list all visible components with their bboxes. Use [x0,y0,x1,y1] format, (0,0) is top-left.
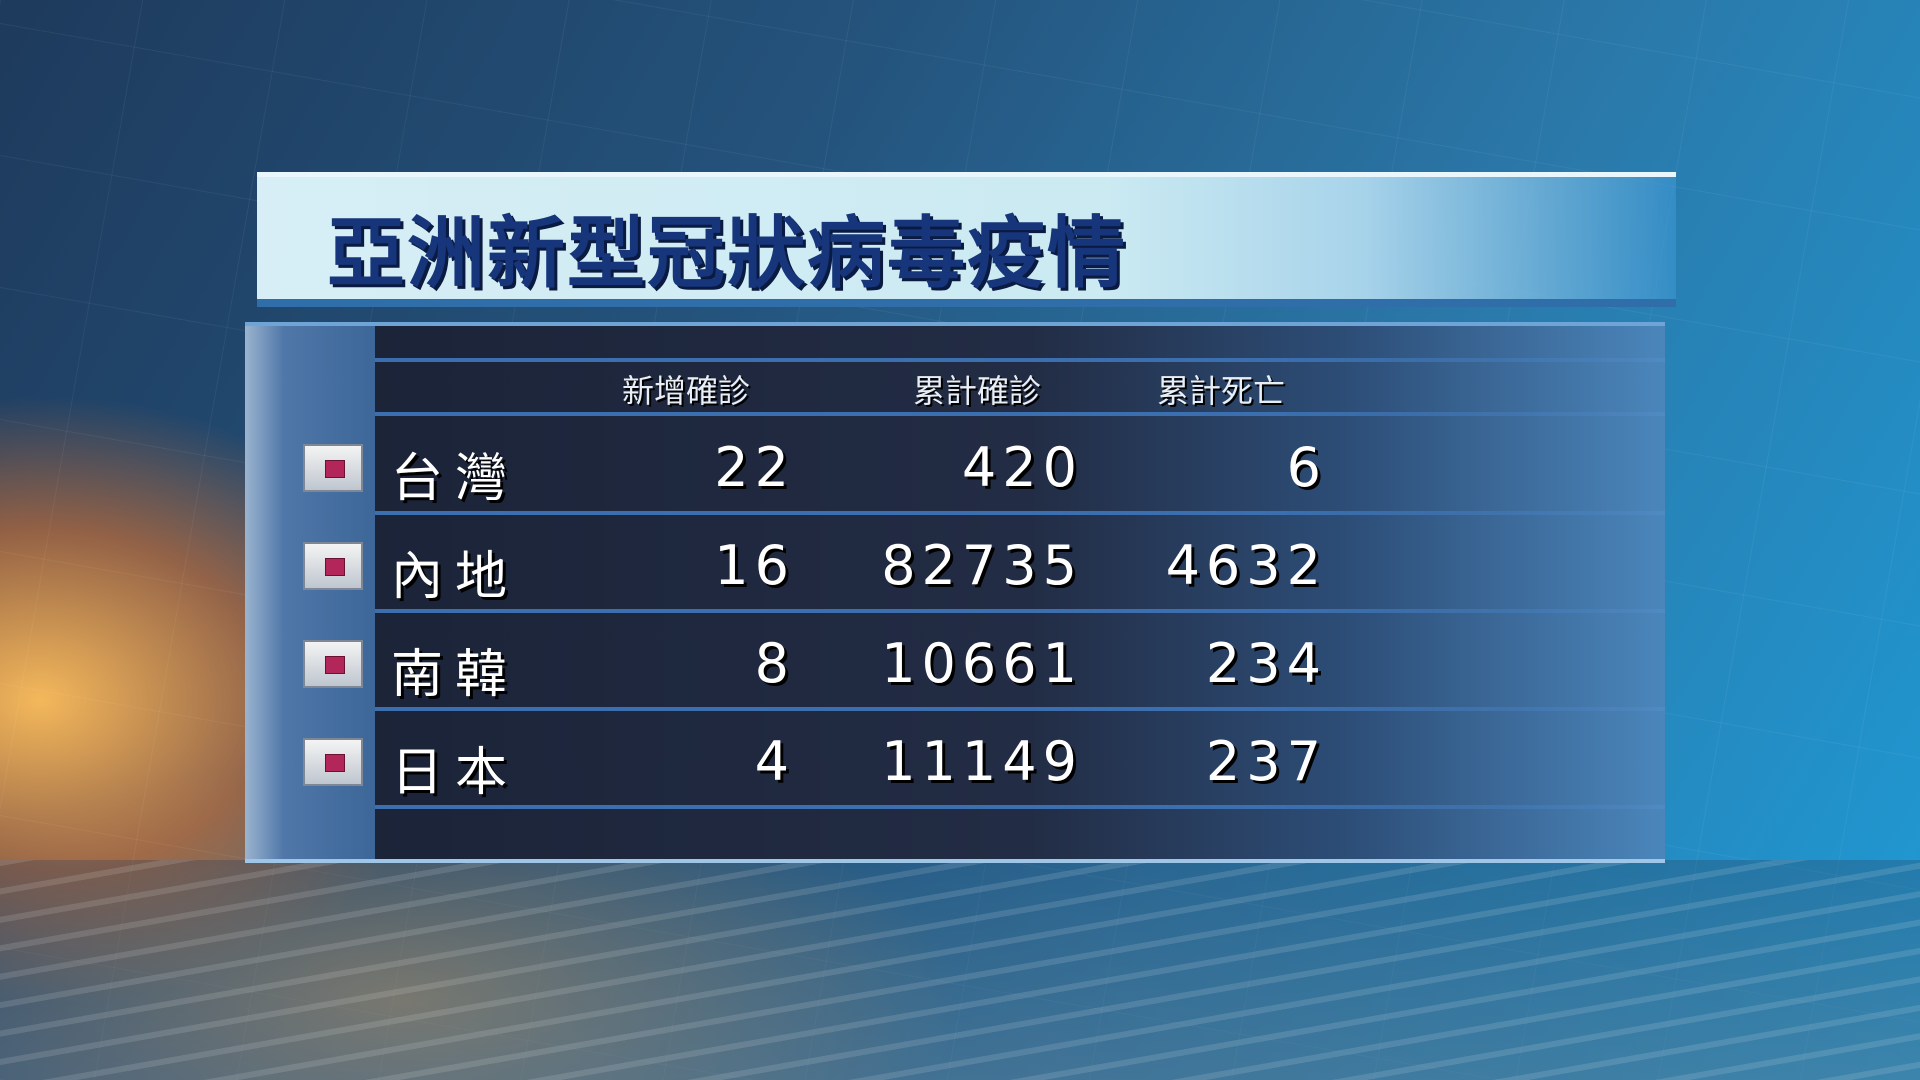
page-title: 亞洲新型冠狀病毒疫情 [327,209,1128,299]
region-name: 台灣 [391,449,520,509]
divider [375,805,1665,809]
total-cases: 420 [961,436,1083,499]
divider [375,609,1665,613]
new-cases: 4 [754,730,795,793]
bullet-icon [303,542,363,590]
new-cases: 22 [714,436,795,499]
title-bar: 亞洲新型冠狀病毒疫情 [257,172,1676,299]
table-row: 南韓 8 10661 234 [245,614,1665,712]
region-name: 南韓 [391,645,520,705]
table-row: 台灣 22 420 6 [245,418,1665,516]
bullet-icon [303,738,363,786]
table-row: 內地 16 82735 4632 [245,516,1665,614]
header-new-cases: 新增確診 [622,372,751,410]
background-floor [0,860,1920,1080]
region-name: 內地 [391,547,520,607]
deaths: 4632 [1165,534,1327,597]
deaths: 237 [1205,730,1327,793]
total-cases: 11149 [881,730,1083,793]
divider [375,412,1665,416]
total-cases: 10661 [881,632,1083,695]
divider [375,707,1665,711]
bullet-icon [303,444,363,492]
deaths: 6 [1286,436,1327,499]
divider [375,511,1665,515]
header-deaths: 累計死亡 [1157,372,1286,410]
deaths: 234 [1205,632,1327,695]
divider [375,358,1665,362]
table-row: 日本 4 11149 237 [245,712,1665,810]
header-total-cases: 累計確診 [913,372,1042,410]
new-cases: 8 [754,632,795,695]
total-cases: 82735 [881,534,1083,597]
new-cases: 16 [714,534,795,597]
bullet-icon [303,640,363,688]
data-table: 新增確診 累計確診 累計死亡 台灣 22 420 6 內地 16 82735 4… [245,322,1665,863]
region-name: 日本 [391,743,520,803]
